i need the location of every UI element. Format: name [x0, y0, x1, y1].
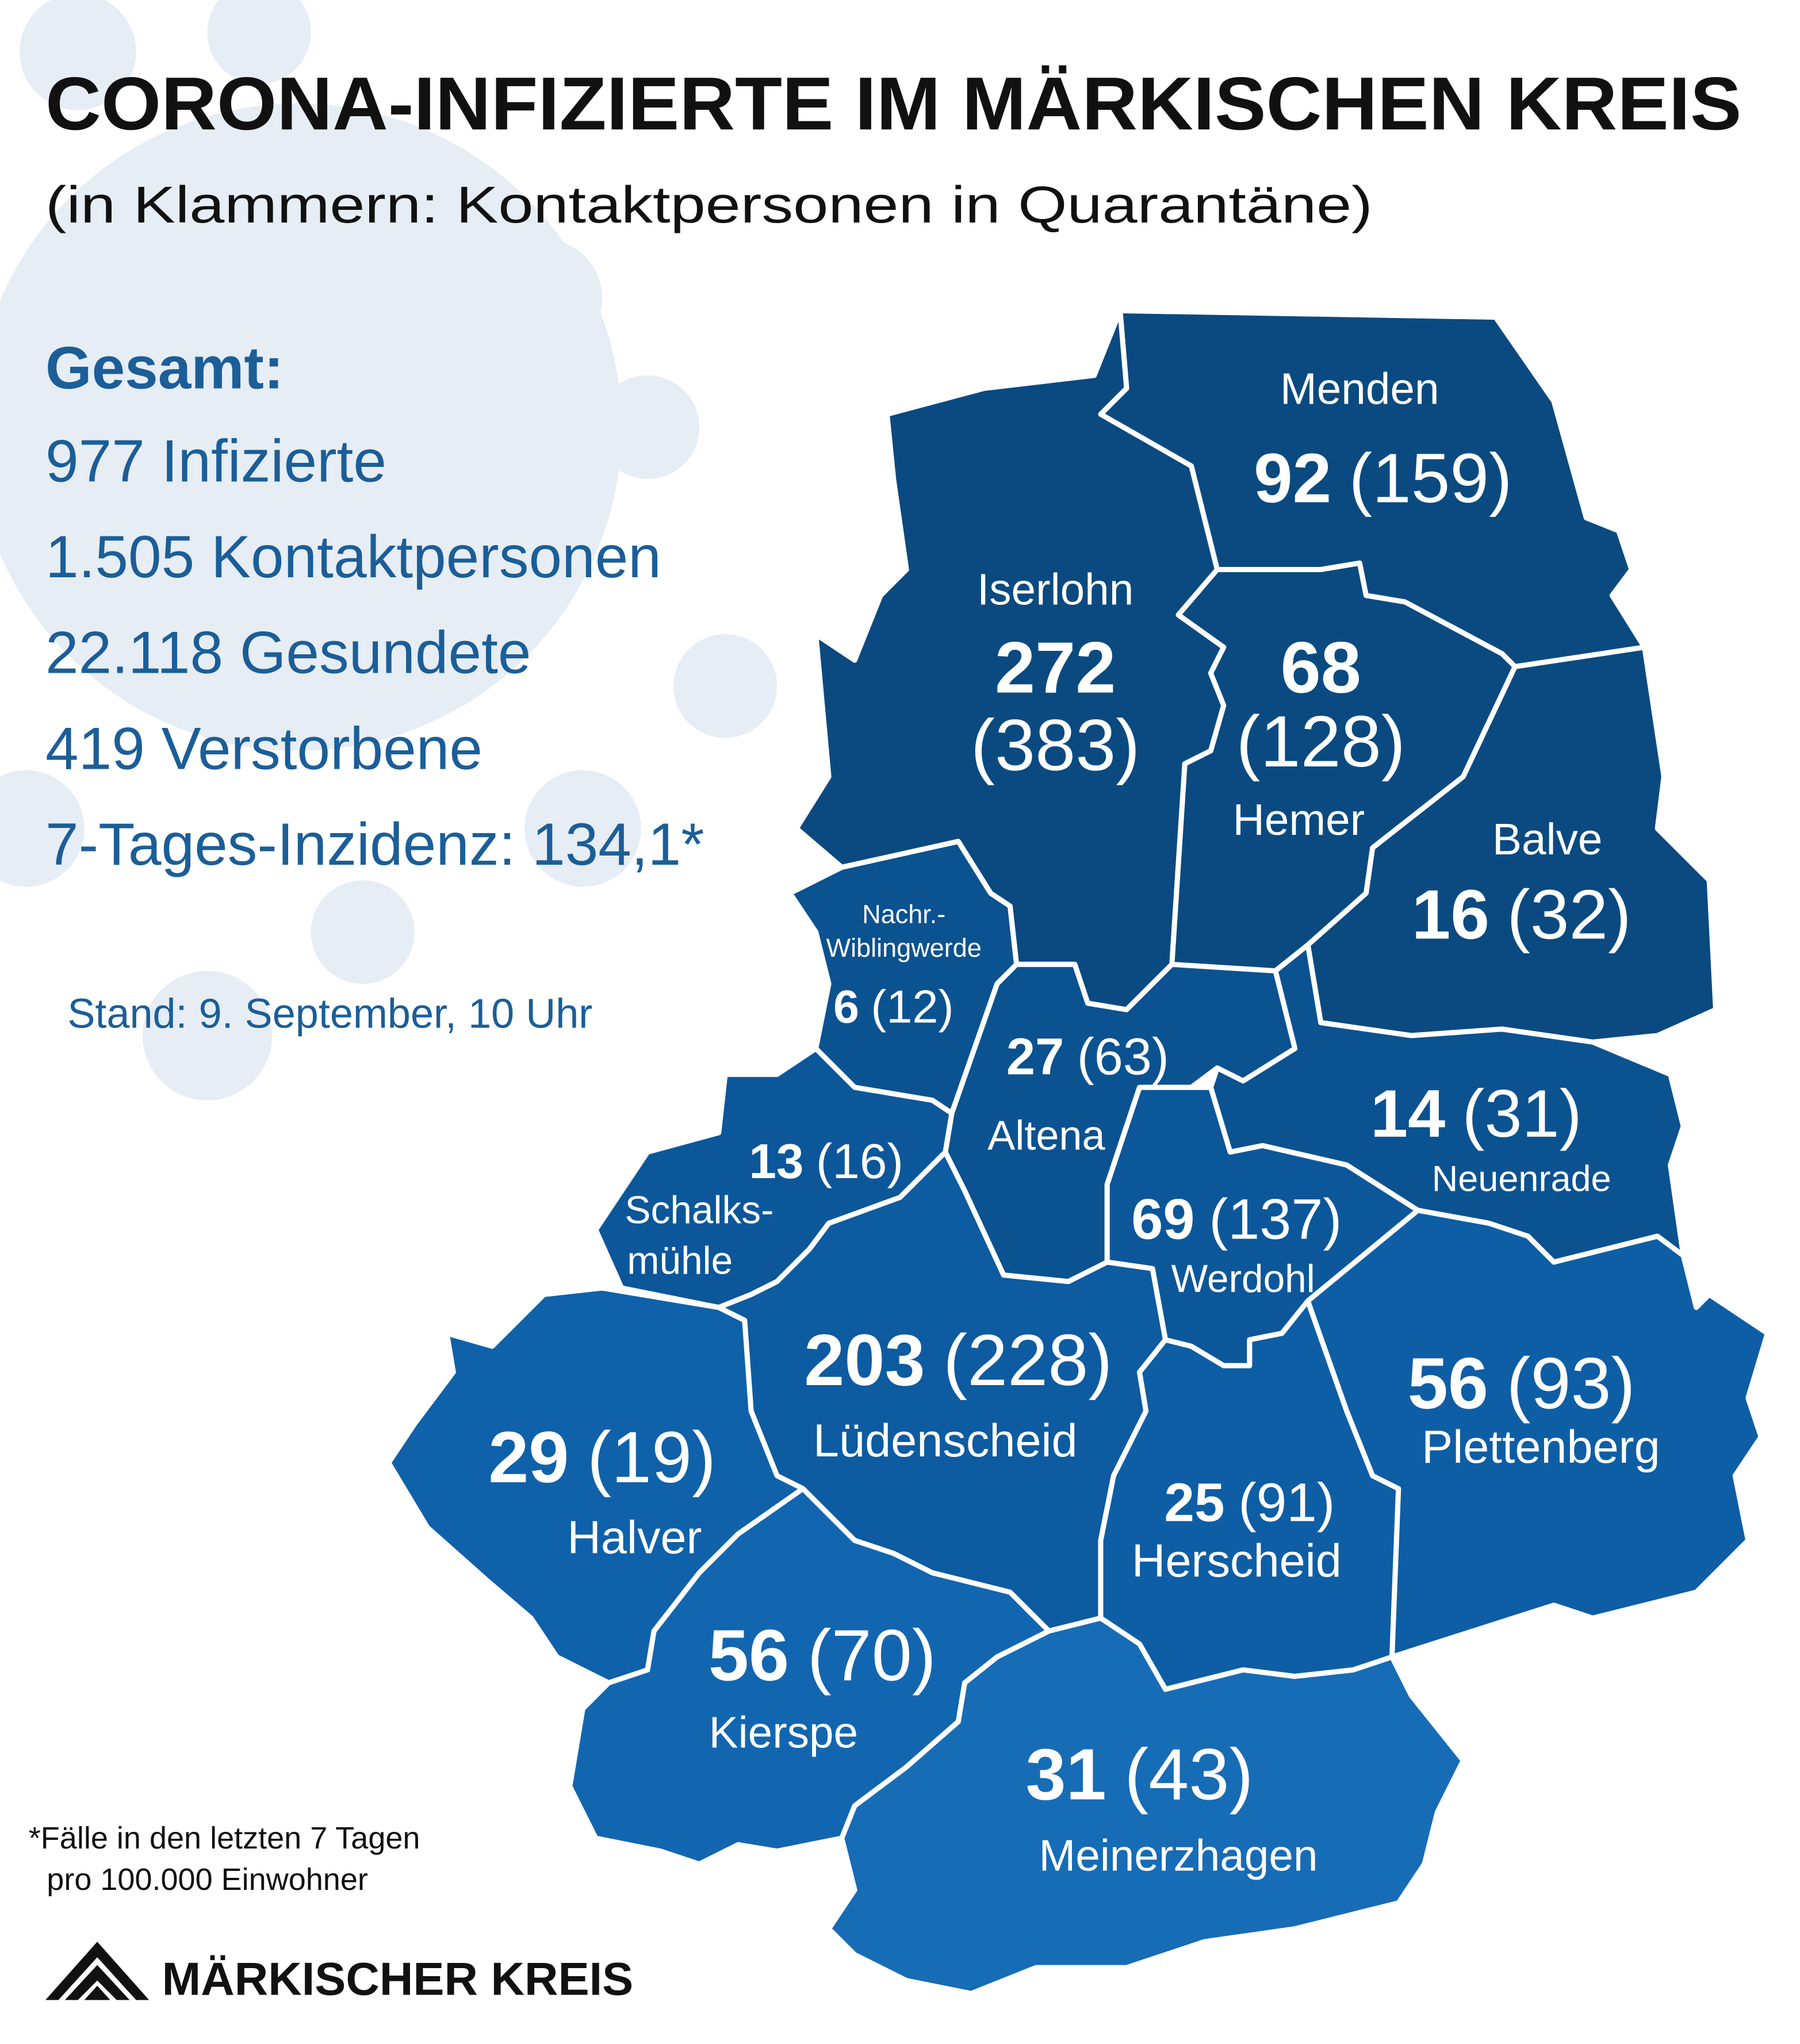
- summary: 977 Infizierte 1.505 Kontaktpersonen 22.11…: [45, 428, 704, 877]
- contact-count: (228): [943, 1320, 1112, 1401]
- contact-count: (91): [1238, 1472, 1335, 1533]
- district: [386, 1285, 806, 1686]
- contact-count: (32): [1507, 875, 1631, 953]
- district-name: Werdohl: [1171, 1257, 1315, 1301]
- summary-line: 22.118 Gesundete: [45, 619, 531, 686]
- district-counts: 14 (31): [1370, 1076, 1582, 1151]
- district-name: Schalks-: [625, 1189, 774, 1232]
- district-name: Herscheid: [1132, 1535, 1342, 1587]
- contact-count: (70): [807, 1615, 936, 1696]
- summary-line: 1.505 Kontaktpersonen: [45, 523, 661, 590]
- district: [567, 1486, 1052, 1867]
- district-name: Kierspe: [709, 1708, 859, 1757]
- district-counts: 16 (32): [1412, 875, 1632, 953]
- infected-count: 27: [1006, 1028, 1064, 1086]
- summary-line: 977 Infizierte: [45, 428, 386, 494]
- map: 92 (159) Menden 272(383) Iserlohn 68(128) Heme…: [386, 308, 1770, 1996]
- contact-count: (159): [1349, 439, 1512, 517]
- district-name: Altena: [987, 1113, 1105, 1159]
- infected-count: 14: [1370, 1076, 1445, 1151]
- contact-count: (12): [871, 981, 953, 1033]
- infected-count: 56: [1408, 1343, 1488, 1424]
- summary-heading: Gesamt:: [45, 334, 284, 401]
- contact-count: (16): [816, 1134, 903, 1189]
- infected-count: 31: [1026, 1734, 1106, 1815]
- district-name: Wiblingwerde: [826, 933, 982, 962]
- district-name: Plettenberg: [1422, 1421, 1660, 1473]
- infected-count: 6: [833, 981, 859, 1033]
- logo-icon: [45, 1942, 150, 2000]
- infected-count: 68: [1281, 627, 1361, 708]
- district: [1305, 1207, 1770, 1660]
- district-counts: 56 (93): [1408, 1343, 1636, 1424]
- contact-count: (383): [971, 705, 1140, 786]
- summary-line: 419 Verstorbene: [45, 715, 482, 781]
- district: [826, 1615, 1466, 1996]
- district-counts: 25 (91): [1164, 1472, 1335, 1533]
- infected-count: 203: [804, 1320, 925, 1401]
- district-name: Balve: [1492, 815, 1602, 864]
- district-counts: 56 (70): [708, 1615, 936, 1696]
- district-name: mühle: [627, 1239, 733, 1282]
- district-name: Nachr.-: [862, 899, 945, 929]
- district-counts: 6 (12): [833, 981, 953, 1033]
- district-name: Menden: [1280, 365, 1439, 413]
- contact-count: (93): [1506, 1343, 1635, 1424]
- subtitle: (in Klammern: Kontaktpersonen in Quarant…: [45, 176, 1373, 234]
- infected-count: 13: [749, 1134, 803, 1189]
- contact-count: (63): [1077, 1028, 1169, 1086]
- logo-text: MÄRKISCHER KREIS: [162, 1953, 634, 2005]
- date: Stand: 9. September, 10 Uhr: [67, 991, 592, 1037]
- district-counts: 92 (159): [1254, 439, 1512, 517]
- virus-background: [0, 0, 778, 1100]
- contact-count: (43): [1124, 1734, 1253, 1815]
- district-name: Neuenrade: [1432, 1159, 1611, 1199]
- infected-count: 56: [708, 1615, 789, 1696]
- district-name: Iserlohn: [977, 565, 1133, 614]
- infected-count: 25: [1164, 1472, 1224, 1533]
- district-counts: 31 (43): [1026, 1734, 1254, 1815]
- district-counts: 27 (63): [1006, 1028, 1169, 1086]
- title: CORONA-INFIZIERTE IM MÄRKISCHEN KREIS: [45, 62, 1741, 145]
- infected-count: 16: [1412, 875, 1489, 953]
- summary-line: 7-Tages-Inzidenz: 134,1*: [45, 811, 704, 877]
- contact-count: (128): [1236, 701, 1405, 782]
- district-name: Halver: [567, 1512, 702, 1564]
- contact-count: (137): [1209, 1187, 1342, 1251]
- infected-count: 272: [995, 627, 1116, 708]
- district-name: Lüdenscheid: [813, 1415, 1078, 1467]
- district-counts: 203 (228): [804, 1320, 1112, 1401]
- contact-count: (19): [587, 1417, 716, 1498]
- infected-count: 92: [1254, 439, 1331, 517]
- district-name: Meinerzhagen: [1039, 1831, 1318, 1880]
- contact-count: (31): [1462, 1076, 1582, 1151]
- district-name: Hemer: [1233, 796, 1365, 845]
- district-counts: 13 (16): [749, 1134, 903, 1189]
- infected-count: 29: [488, 1417, 569, 1498]
- district-counts: 69 (137): [1131, 1187, 1342, 1251]
- infected-count: 69: [1131, 1187, 1194, 1251]
- footnote-line: pro 100.000 Einwohner: [47, 1862, 368, 1897]
- district-counts: 29 (19): [488, 1417, 716, 1498]
- footnote-line: *Fälle in den letzten 7 Tagen: [29, 1821, 420, 1855]
